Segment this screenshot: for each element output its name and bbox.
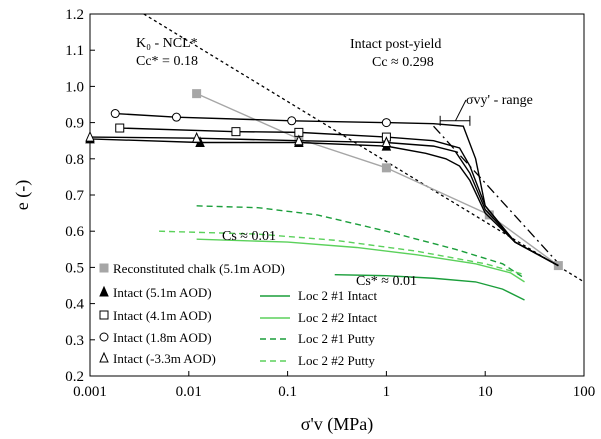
- data-point: [99, 332, 109, 342]
- intact-label-line1: Intact post-yield: [350, 37, 441, 52]
- x-tick-label: 100: [573, 384, 596, 400]
- data-point: [85, 130, 95, 142]
- series-line: [334, 273, 525, 301]
- x-tick-label: 10: [478, 384, 493, 400]
- reference-lines: [143, 13, 585, 283]
- data-point: [99, 263, 109, 273]
- legend-label-intact-5-1: Intact (5.1m AOD): [113, 285, 212, 300]
- series-line: [89, 138, 559, 267]
- legend-label-intact-neg-3-3: Intact (-3.3m AOD): [113, 351, 216, 366]
- data-point: [115, 123, 125, 133]
- sigma-range-leader: [455, 99, 467, 122]
- data-point: [294, 134, 304, 146]
- y-tick-label: 0.5: [65, 260, 84, 276]
- cs-lower-label: Cs* ≈ 0.01: [356, 274, 417, 289]
- x-tick-label: 1: [383, 384, 391, 400]
- series-line: [196, 205, 525, 279]
- y-tick-label: 0.8: [65, 152, 84, 168]
- data-point: [192, 89, 202, 99]
- y-tick-label: 0.6: [65, 224, 84, 240]
- series-line: [159, 230, 525, 276]
- intact-label-line2: Cc ≈ 0.298: [372, 55, 434, 70]
- data-point: [231, 127, 241, 137]
- series-line: [119, 127, 559, 267]
- data-point: [381, 118, 391, 128]
- x-tick-label: 0.01: [176, 384, 202, 400]
- sigma-range-label: σvy' - range: [466, 93, 533, 108]
- legend-label-intact-1-8: Intact (1.8m AOD): [113, 330, 212, 345]
- y-axis-label: e (-): [12, 180, 33, 210]
- legend: Reconstituted chalk (5.1m AOD) Intact (5…: [99, 261, 377, 368]
- data-point: [99, 351, 109, 363]
- data-point: [287, 116, 297, 126]
- series-line: [196, 238, 525, 283]
- y-tick-label: 1.1: [65, 43, 84, 59]
- k0-label-line1: K₀ - NCL*: [136, 36, 198, 51]
- legend-label-intact-4-1: Intact (4.1m AOD): [113, 308, 212, 323]
- series-line: [115, 112, 559, 267]
- legend-label-loc2-2-intact: Loc 2 #2 Intact: [298, 310, 377, 325]
- y-tick-label: 0.9: [65, 116, 84, 132]
- legend-label-loc2-2-putty: Loc 2 #2 Putty: [298, 353, 375, 368]
- data-point: [381, 136, 392, 148]
- legend-label-reconstituted: Reconstituted chalk (5.1m AOD): [113, 261, 285, 276]
- y-tick-label: 0.4: [65, 297, 84, 313]
- series-line: [89, 136, 559, 267]
- k0-label-line2: Cc* = 0.18: [136, 54, 198, 69]
- axis-ticks: 0.001 0.01 0.1 1 10 100 0.2 0.3 0.4 0.5 0.6 0.7 0.8 0…: [65, 7, 595, 400]
- legend-label-loc2-1-intact: Loc 2 #1 Intact: [298, 288, 377, 303]
- annotation-group: K₀ - NCL* Cc* = 0.18 Intact post-yield C…: [136, 36, 533, 289]
- data-point: [381, 163, 391, 173]
- data-point: [99, 285, 109, 297]
- cs-upper-label: Cs ≈ 0.01: [222, 229, 276, 244]
- series-group: [85, 89, 563, 301]
- y-tick-label: 0.3: [65, 333, 84, 349]
- data-point: [99, 310, 109, 320]
- reference-line: [143, 13, 585, 283]
- y-tick-label: 1.0: [65, 79, 84, 95]
- data-point: [110, 109, 120, 119]
- reference-line: [433, 125, 563, 268]
- x-tick-label: 0.001: [73, 384, 107, 400]
- y-tick-label: 0.7: [65, 188, 84, 204]
- legend-label-loc2-1-putty: Loc 2 #1 Putty: [298, 331, 375, 346]
- x-tick-label: 0.1: [278, 384, 297, 400]
- x-axis-label: σ'v (MPa): [301, 414, 373, 435]
- y-tick-label: 1.2: [65, 7, 84, 23]
- data-point: [171, 112, 181, 122]
- y-tick-label: 0.2: [65, 369, 84, 385]
- data-point: [191, 131, 202, 143]
